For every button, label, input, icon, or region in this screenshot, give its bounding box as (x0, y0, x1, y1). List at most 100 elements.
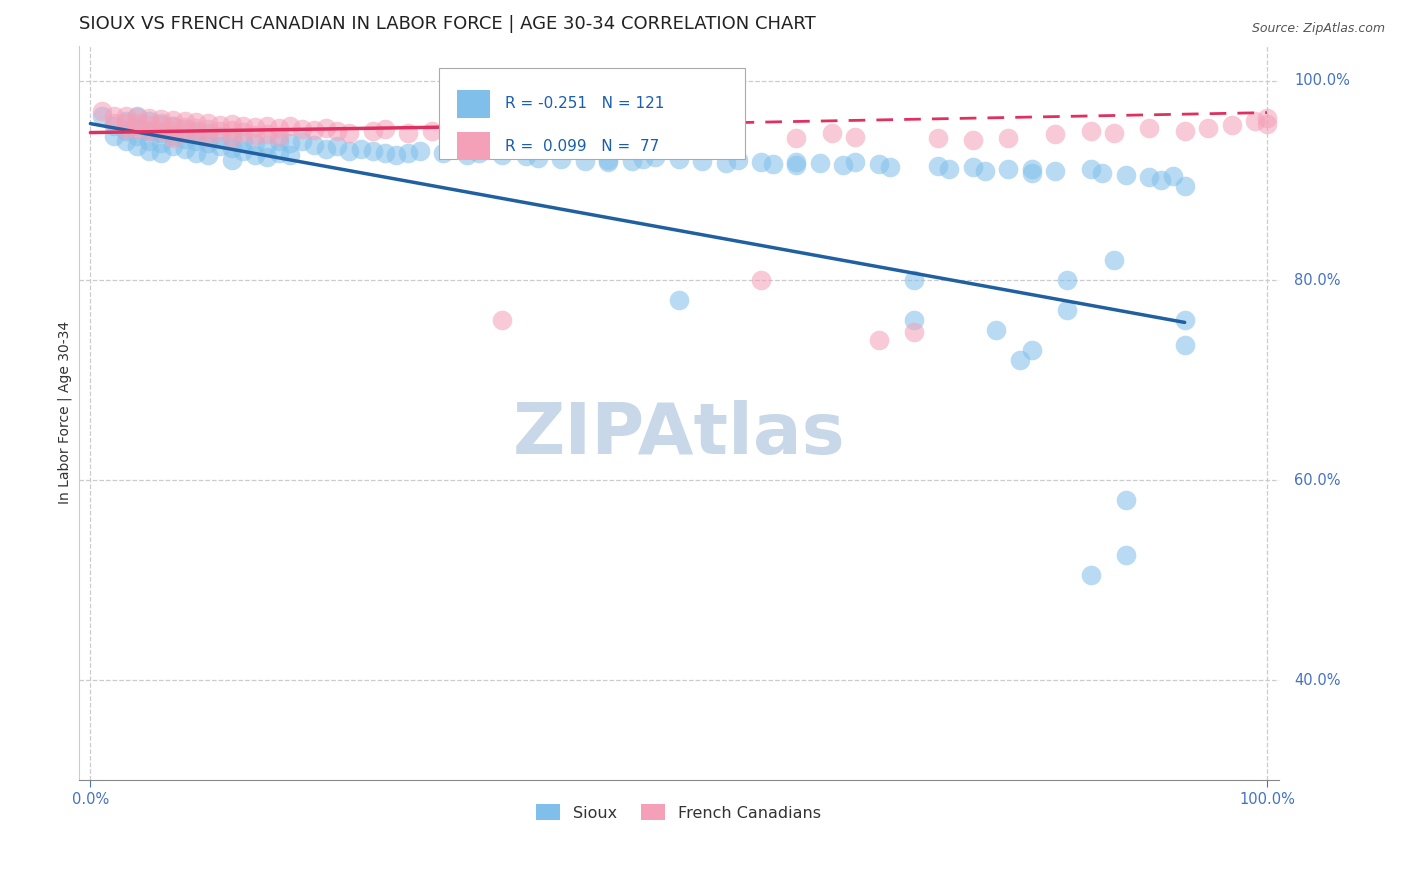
Point (138, 118, 160, 132)
Point (668, 127, 690, 141)
Point (221, 130, 243, 145)
Point (186, 123, 208, 137)
Text: 60.0%: 60.0% (1295, 473, 1341, 488)
Point (243, 147, 266, 161)
Point (114, 121, 136, 136)
Point (374, 145, 396, 160)
Point (903, 326, 925, 340)
Point (574, 129, 596, 144)
Point (127, 138, 149, 153)
Point (1197, 120, 1219, 135)
Point (1102, 253, 1125, 268)
Point (1150, 172, 1173, 186)
Point (1174, 123, 1197, 137)
Point (420, 123, 443, 137)
Point (127, 115, 149, 129)
Point (374, 121, 396, 136)
Point (114, 115, 136, 129)
Point (208, 118, 231, 132)
Text: R = -0.251   N = 121: R = -0.251 N = 121 (505, 96, 664, 112)
Point (938, 161, 960, 176)
Point (103, 119, 125, 133)
Point (986, 323, 1008, 337)
Point (150, 115, 173, 129)
Point (150, 145, 173, 160)
Point (186, 145, 208, 160)
Point (350, 142, 373, 156)
Point (1115, 493, 1137, 508)
Point (162, 112, 184, 127)
Point (162, 125, 184, 139)
Point (1174, 313, 1197, 327)
Point (903, 273, 925, 287)
Point (138, 113, 160, 128)
Point (785, 154, 807, 169)
Point (1045, 163, 1067, 178)
Point (550, 128, 572, 142)
Point (315, 120, 337, 135)
Point (221, 153, 243, 167)
Point (256, 150, 278, 164)
Bar (457, 132, 491, 161)
Point (668, 152, 690, 166)
Point (879, 160, 901, 174)
Text: 80.0%: 80.0% (1295, 273, 1341, 288)
Point (232, 125, 254, 139)
Point (302, 137, 325, 152)
Point (337, 126, 360, 140)
Point (173, 113, 195, 128)
Text: ZIPAtlas: ZIPAtlas (512, 401, 845, 469)
Point (1056, 273, 1078, 287)
Point (396, 126, 419, 140)
Point (197, 126, 219, 140)
Point (197, 115, 219, 129)
Text: 100.0%: 100.0% (1295, 73, 1350, 88)
Point (150, 126, 173, 140)
Point (197, 121, 219, 136)
Point (256, 119, 278, 133)
Point (150, 112, 173, 126)
Point (361, 144, 384, 158)
Point (186, 134, 208, 148)
Point (821, 126, 844, 140)
Point (337, 144, 360, 158)
Point (749, 154, 772, 169)
Point (114, 113, 136, 128)
Point (491, 147, 513, 161)
Point (1021, 165, 1043, 179)
Point (103, 109, 125, 123)
Point (620, 131, 643, 145)
FancyBboxPatch shape (439, 68, 745, 160)
Point (515, 148, 537, 162)
Point (1161, 169, 1184, 183)
Point (243, 136, 266, 150)
Point (150, 136, 173, 150)
Point (973, 163, 995, 178)
Point (138, 111, 160, 125)
Point (1174, 338, 1197, 352)
Point (267, 128, 290, 143)
Point (962, 132, 984, 146)
Bar (457, 90, 491, 118)
Point (1256, 117, 1278, 131)
Point (868, 156, 890, 170)
Point (150, 123, 173, 137)
Point (526, 151, 548, 165)
Point (598, 154, 620, 169)
Point (173, 121, 195, 136)
Point (173, 131, 195, 145)
Point (280, 119, 302, 133)
Point (162, 128, 184, 143)
Point (633, 152, 655, 166)
Point (1021, 343, 1043, 358)
Point (91, 109, 114, 123)
Point (232, 134, 254, 148)
Point (326, 123, 349, 137)
Point (197, 136, 219, 150)
Point (598, 153, 620, 167)
Point (221, 122, 243, 136)
Point (1021, 161, 1043, 176)
Point (762, 156, 785, 170)
Point (1008, 353, 1031, 368)
Point (173, 120, 195, 134)
